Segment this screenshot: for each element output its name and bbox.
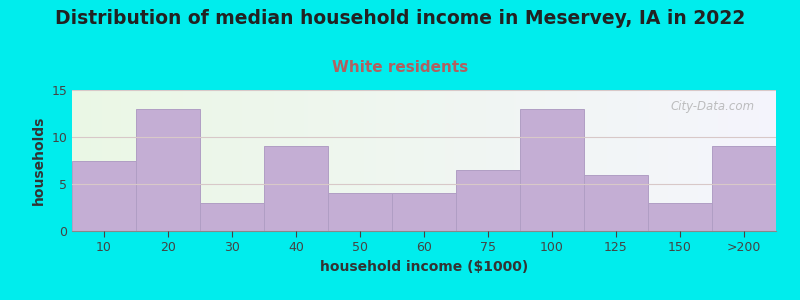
X-axis label: household income ($1000): household income ($1000) xyxy=(320,260,528,274)
Text: City-Data.com: City-Data.com xyxy=(670,100,755,113)
Text: White residents: White residents xyxy=(332,60,468,75)
Bar xyxy=(648,203,712,231)
Bar xyxy=(712,146,776,231)
Bar xyxy=(520,109,584,231)
Text: Distribution of median household income in Meservey, IA in 2022: Distribution of median household income … xyxy=(55,9,745,28)
Y-axis label: households: households xyxy=(32,116,46,205)
Bar xyxy=(584,175,648,231)
Bar xyxy=(72,160,136,231)
Bar xyxy=(136,109,200,231)
Bar xyxy=(264,146,328,231)
Bar xyxy=(456,170,520,231)
Bar xyxy=(200,203,264,231)
Bar xyxy=(392,194,456,231)
Bar xyxy=(328,194,392,231)
